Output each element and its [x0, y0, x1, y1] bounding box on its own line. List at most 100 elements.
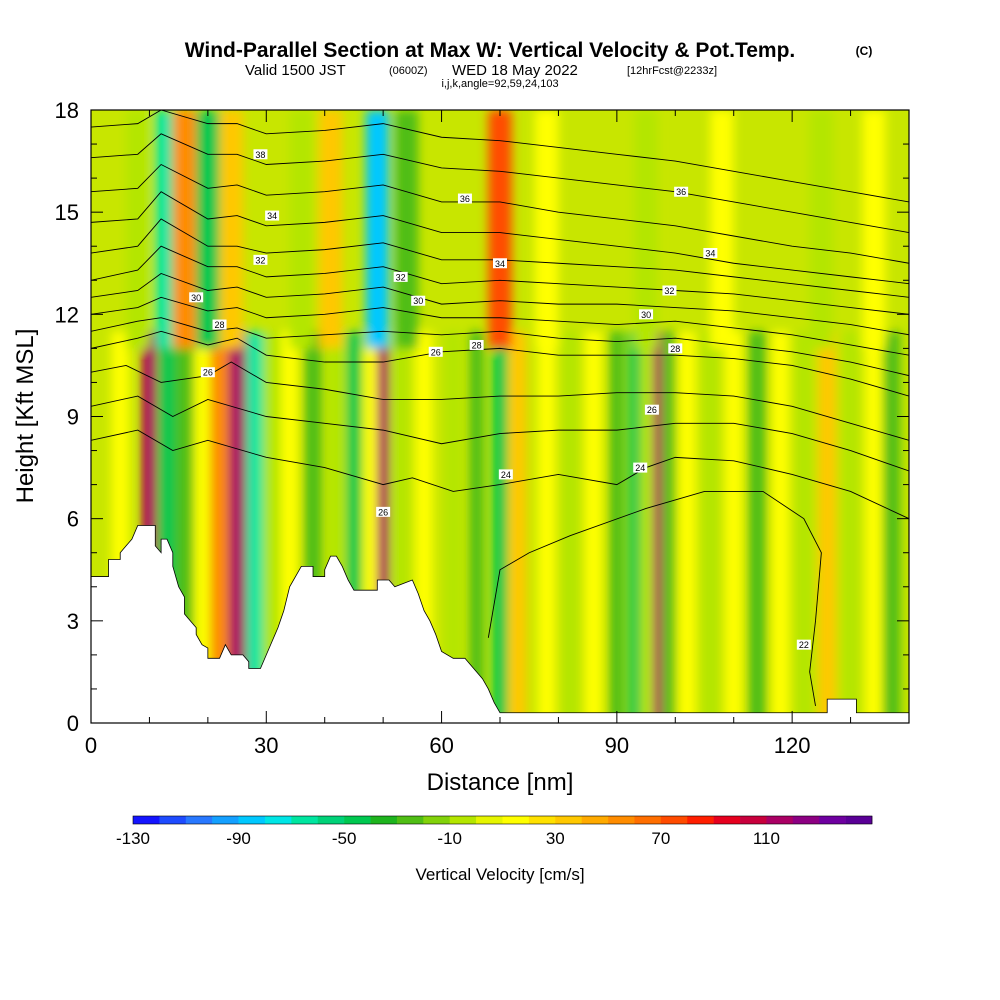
velocity-band-26 [640, 331, 652, 723]
colorbar-swatch [819, 816, 846, 824]
forecast-info: [12hrFcst@2233z] [627, 65, 717, 77]
colorbar-swatch [159, 816, 187, 824]
velocity-band-7 [245, 331, 264, 723]
contour-label-text: 34 [495, 259, 505, 269]
contour-label-18: 24 [498, 469, 513, 480]
y-tick-label: 0 [67, 711, 79, 736]
colorbar-swatch [317, 816, 345, 824]
contour-label-5: 34 [703, 248, 718, 259]
contour-label-7: 32 [393, 271, 408, 282]
contour-label-bg [265, 210, 280, 221]
theta-contour-11 [91, 163, 909, 264]
colorbar-label: Vertical Velocity [cm/s] [415, 865, 584, 884]
contour-label-19: 24 [633, 462, 648, 473]
theta-contour-9 [91, 218, 909, 298]
theta-contour-13 [91, 110, 909, 203]
contour-label-bg [189, 292, 204, 303]
velocity-band-35 [818, 331, 836, 723]
contour-label-text: 28 [472, 340, 482, 350]
colorbar-swatch [687, 816, 714, 824]
x-tick-label: 90 [605, 733, 629, 758]
velocity-band-29 [678, 331, 696, 723]
plot-area: 38 36 36 34 34 34 32 32 32 30 30 30 28 28 28 26 26 26 24 24… [91, 110, 909, 723]
colorbar-swatch [792, 816, 820, 824]
x-tick-label: 30 [254, 733, 278, 758]
contour-label-bg [639, 309, 654, 320]
upper-band-3 [196, 110, 220, 349]
colorbar-swatch [291, 816, 319, 824]
velocity-band-21 [537, 331, 556, 723]
colorbar-swatch [423, 816, 451, 824]
velocity-band-4 [194, 331, 210, 723]
colorbar-tick-label: -90 [226, 829, 251, 848]
colorbar-swatch [581, 816, 609, 824]
colorbar-swatch [344, 816, 371, 824]
colorbar-tick-label: 110 [753, 829, 780, 848]
velocity-band-20 [508, 331, 527, 723]
colorbar-swatch [396, 816, 424, 824]
velocity-band-30 [701, 331, 720, 723]
contour-label-text: 26 [203, 368, 213, 378]
y-axis-label: Height [Kft MSL] [12, 329, 39, 504]
contour-label-bg [411, 295, 426, 306]
contour-label-bg [674, 186, 689, 197]
valid-prefix: Valid 1500 JST [245, 62, 346, 79]
velocity-band-24 [609, 331, 625, 723]
colorbar-swatch [370, 816, 398, 824]
contour-labels: 38 36 36 34 34 34 32 32 32 30 30 30 28 28 28 26 26 26 24 24… [189, 149, 811, 650]
upper-band-1 [155, 110, 179, 349]
velocity-band-38 [882, 331, 901, 723]
colorbar-tick-label: -10 [437, 829, 462, 848]
y-tick-label: 12 [55, 302, 79, 327]
contour-label-3: 34 [265, 210, 280, 221]
contour-label-bg [796, 639, 811, 650]
velocity-band-34 [795, 331, 813, 723]
colorbar-swatch [264, 816, 292, 824]
contour-label-text: 24 [635, 463, 645, 473]
contour-label-21: 22 [796, 639, 811, 650]
velocity-band-33 [771, 331, 790, 723]
x-axis: 0 30 60 90 120 [85, 110, 910, 758]
y-tick-label: 6 [67, 507, 79, 532]
velocity-band-18 [469, 331, 484, 723]
colorbar-frame [132, 815, 873, 825]
colorbar-swatch [766, 816, 794, 824]
upper-band-5 [289, 110, 314, 349]
contour-label-bg [644, 404, 659, 415]
contour-label-bg [212, 319, 227, 330]
copyright-mark: (C) [856, 44, 873, 58]
contour-label-bg [493, 258, 507, 269]
colorbar-swatch [238, 816, 266, 824]
velocity-band-32 [748, 331, 766, 723]
y-tick-label: 9 [67, 405, 79, 430]
theta-contour-7 [91, 272, 909, 336]
colorbar-swatch [845, 816, 873, 824]
velocity-band-5 [210, 331, 229, 723]
velocity-band-6 [228, 331, 246, 723]
contour-label-text: 34 [705, 249, 715, 259]
contour-label-bg [428, 346, 443, 357]
upper-band-13 [809, 110, 834, 349]
contour-label-13: 28 [469, 339, 484, 350]
upper-band-7 [365, 110, 389, 349]
theta-contour-10 [91, 191, 909, 285]
colorbar-swatch [185, 816, 213, 824]
contour-label-bg [253, 254, 268, 265]
contour-label-bg [376, 506, 391, 517]
y-tick-label: 18 [55, 98, 79, 123]
contour-label-text: 28 [215, 320, 225, 330]
theta-contour-0 [487, 490, 822, 707]
terrain-mask [91, 525, 909, 723]
contour-label-text: 28 [670, 344, 680, 354]
upper-band-4 [219, 110, 243, 349]
contour-label-17: 26 [644, 404, 659, 415]
theta-contour-1 [91, 429, 909, 520]
colorbar-swatch [502, 816, 530, 824]
contour-label-bg [668, 343, 683, 354]
colorbar-tick-label: 30 [546, 829, 565, 848]
theta-contour-6 [91, 296, 909, 356]
contour-label-12: 28 [212, 319, 227, 330]
contour-label-16: 26 [428, 346, 443, 357]
